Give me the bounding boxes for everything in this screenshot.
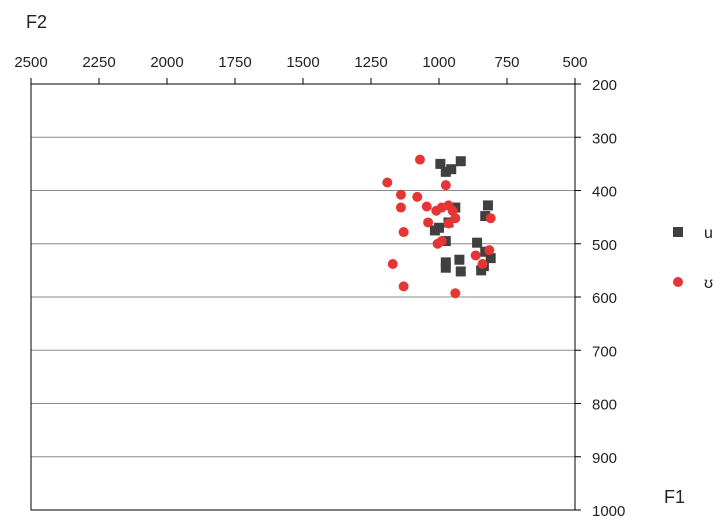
- data-point: [455, 156, 466, 167]
- data-point: [414, 154, 425, 165]
- y-axis-label: F1: [664, 487, 685, 507]
- x-tick-label: 1750: [218, 54, 251, 71]
- data-point: [454, 254, 465, 265]
- data-points: [382, 154, 496, 299]
- legend: uʊ: [673, 225, 713, 292]
- data-point: [440, 257, 451, 268]
- y-tick-label: 1000: [592, 503, 625, 516]
- data-point: [440, 262, 451, 273]
- x-tick-label: 1250: [354, 54, 387, 71]
- data-point: [423, 217, 434, 228]
- y-axis-ticks: 200 300 400 500 600 700 800 900 1000: [575, 77, 625, 516]
- legend-marker: [673, 277, 683, 287]
- data-point: [435, 158, 446, 169]
- data-point: [440, 180, 451, 191]
- data-point: [482, 200, 493, 211]
- data-point: [476, 265, 487, 276]
- x-tick-label: 1500: [286, 54, 319, 71]
- data-point: [382, 177, 393, 188]
- data-point: [484, 245, 495, 256]
- data-point: [398, 281, 409, 292]
- y-tick-label: 200: [592, 77, 617, 94]
- data-point: [387, 258, 398, 269]
- y-tick-label: 400: [592, 184, 617, 201]
- data-point: [455, 266, 466, 277]
- x-tick-label: 1000: [422, 54, 455, 71]
- series-2: [382, 154, 496, 299]
- y-tick-label: 900: [592, 450, 617, 467]
- x-axis-label: F2: [26, 12, 47, 32]
- data-point: [450, 213, 461, 224]
- data-point: [485, 213, 496, 224]
- x-axis-ticks: 2500 2250 2000 1750 1500 1250 1000 750 500: [14, 54, 588, 84]
- data-point: [440, 166, 451, 177]
- legend-marker: [673, 227, 683, 237]
- data-point: [450, 288, 461, 299]
- data-point: [485, 253, 496, 264]
- x-tick-label: 500: [562, 54, 587, 71]
- data-point: [412, 191, 423, 202]
- x-tick-label: 750: [494, 54, 519, 71]
- data-point: [446, 164, 457, 175]
- data-point: [477, 258, 488, 269]
- y-tick-label: 500: [592, 237, 617, 254]
- data-point: [480, 211, 491, 222]
- data-point: [443, 218, 454, 229]
- y-tick-label: 300: [592, 130, 617, 147]
- x-tick-label: 2000: [150, 54, 183, 71]
- data-point: [398, 227, 409, 238]
- x-tick-label: 2500: [14, 54, 47, 71]
- data-point: [395, 202, 406, 213]
- x-tick-label: 2250: [82, 54, 115, 71]
- legend-label: ʊ: [704, 275, 713, 292]
- y-tick-label: 700: [592, 343, 617, 360]
- y-tick-label: 600: [592, 290, 617, 307]
- y-tick-label: 800: [592, 397, 617, 414]
- gridlines: [31, 136, 575, 458]
- data-point: [436, 236, 447, 247]
- data-point: [472, 237, 483, 248]
- data-point: [470, 250, 481, 261]
- data-point: [429, 225, 440, 236]
- legend-label: u: [704, 225, 713, 242]
- data-point: [421, 201, 432, 212]
- data-point: [431, 205, 442, 216]
- data-point: [395, 189, 406, 200]
